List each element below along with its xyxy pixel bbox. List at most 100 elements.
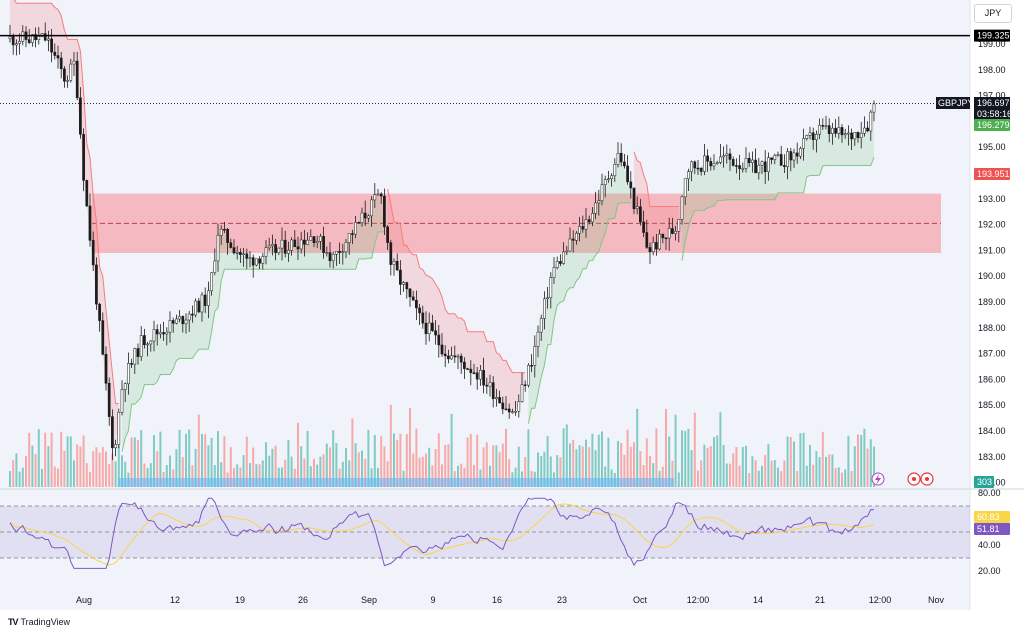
candle-body — [335, 250, 338, 255]
stop-line-down — [14, 0, 119, 405]
candle-body — [85, 180, 89, 207]
rsi-ma-line — [9, 503, 875, 566]
candle-body — [623, 161, 626, 167]
lightning-icon[interactable] — [871, 472, 885, 486]
candle-body — [655, 242, 658, 250]
volume-bar — [841, 472, 843, 487]
volume-bar — [793, 441, 795, 487]
candle-body — [351, 233, 354, 235]
volume-bar — [690, 450, 693, 487]
volume-bar — [159, 431, 162, 487]
volume-bar — [405, 434, 408, 487]
tradingview-brand[interactable]: TV TradingView — [8, 617, 70, 627]
candle-body — [229, 242, 233, 248]
volume-bar — [863, 428, 866, 487]
volume-bar — [437, 433, 440, 487]
volume-bar — [549, 456, 552, 487]
volume-bar — [428, 447, 431, 487]
time-tick-label: Nov — [928, 595, 945, 605]
volume-bar — [306, 430, 309, 487]
volume-bar — [572, 439, 575, 487]
volume-bar — [373, 434, 376, 487]
stop-line-up — [681, 157, 875, 261]
volume-bar — [322, 454, 325, 487]
candle-body — [373, 194, 377, 201]
plot-background — [0, 0, 970, 610]
candle-body — [834, 127, 837, 134]
candle-body — [395, 261, 399, 271]
rsi-tick-label: 80.00 — [978, 488, 1001, 498]
candle-body — [831, 127, 834, 135]
candle-body — [322, 236, 325, 253]
candle-body — [245, 253, 249, 259]
volume-bar — [284, 459, 287, 487]
volume-bar — [543, 451, 546, 487]
time-tick-label: 12:00 — [869, 595, 892, 605]
volume-bar — [425, 453, 427, 487]
volume-bar — [860, 434, 863, 487]
volume-bar — [559, 457, 562, 487]
volume-bar — [674, 414, 677, 487]
volume-bar — [498, 452, 501, 487]
candle-body — [146, 343, 149, 346]
volume-bar — [853, 446, 856, 487]
candle-body — [415, 299, 418, 309]
candle-body — [360, 212, 364, 223]
time-tick-label: Sep — [361, 595, 377, 605]
alert-dots-icon[interactable] — [907, 472, 934, 486]
volume-bar — [821, 431, 824, 487]
candle-body — [479, 370, 482, 380]
candle-body — [437, 334, 441, 346]
volume-bar — [143, 463, 146, 487]
volume-bar — [713, 437, 715, 487]
volume-bar — [834, 467, 837, 487]
candle-body — [299, 239, 303, 250]
candle-body — [168, 320, 172, 333]
volume-bar — [47, 446, 50, 487]
candle-body — [520, 384, 524, 402]
volume-bar — [585, 439, 587, 487]
candle-body — [495, 397, 498, 400]
candle-body — [856, 132, 860, 138]
volume-bar — [21, 467, 24, 487]
volume-bar — [357, 452, 360, 487]
volume-bar — [239, 467, 242, 487]
candle-body — [312, 236, 316, 243]
candle-body — [799, 148, 802, 157]
volume-bar — [684, 430, 687, 487]
volume-bar — [133, 437, 136, 487]
candle-body — [152, 329, 156, 342]
candle-body — [767, 157, 770, 173]
candle-body — [840, 127, 844, 136]
volume-bar — [229, 447, 232, 487]
candle-body — [616, 152, 620, 165]
volume-bar — [492, 445, 495, 487]
candle-body — [200, 294, 204, 313]
candle-body — [98, 303, 101, 321]
candle-body — [392, 261, 396, 265]
price-tick-label: 183.00 — [978, 452, 1006, 462]
rsi-ma-tag: 60.83 — [977, 512, 1000, 522]
volume-bar — [367, 429, 370, 487]
candle-body — [847, 132, 850, 135]
candle-body — [447, 355, 450, 360]
volume-bar — [380, 436, 383, 487]
volume-bar — [681, 430, 683, 487]
candle-body — [15, 43, 18, 46]
volume-bar — [338, 468, 341, 487]
volume-bar — [764, 454, 767, 487]
candle-body — [123, 383, 127, 390]
volume-bar — [316, 464, 319, 487]
volume-bar — [604, 466, 607, 487]
volume-bar — [175, 449, 178, 487]
volume-bar — [869, 439, 872, 487]
volume-bar — [620, 442, 623, 487]
volume-bar — [345, 447, 347, 487]
volume-bar — [188, 429, 191, 487]
volume-bar — [732, 453, 735, 487]
candle-body — [667, 228, 671, 239]
volume-bar — [469, 433, 472, 487]
candle-body — [773, 155, 777, 160]
currency-selector[interactable]: JPY — [974, 4, 1012, 23]
